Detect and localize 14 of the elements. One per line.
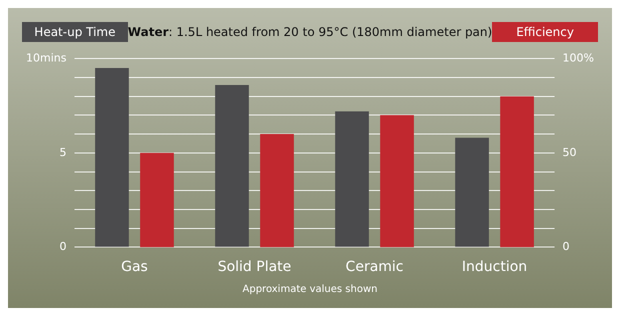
x-tick-label: Solid Plate — [218, 259, 292, 276]
y-tick-label: 0 — [59, 240, 66, 254]
x-tick-label: Ceramic — [346, 259, 404, 276]
text: Heat-up Time — [22, 22, 128, 42]
y2-tick-label: 0 — [562, 240, 570, 254]
y2-tick-label: 100% — [562, 51, 594, 64]
chart-title: Water: 1.5L heated from 20 to 95°C (180mm diameter pan) — [128, 25, 492, 39]
x-tick-label: Induction — [462, 259, 528, 276]
y-tick-label: 10mins — [26, 51, 67, 64]
y2-tick-label: 50 — [562, 146, 577, 159]
text: Efficiency — [492, 22, 598, 42]
y-tick-label: 5 — [59, 146, 66, 159]
text: Approximate values shown — [242, 284, 378, 295]
x-tick-label: Gas — [121, 259, 148, 276]
